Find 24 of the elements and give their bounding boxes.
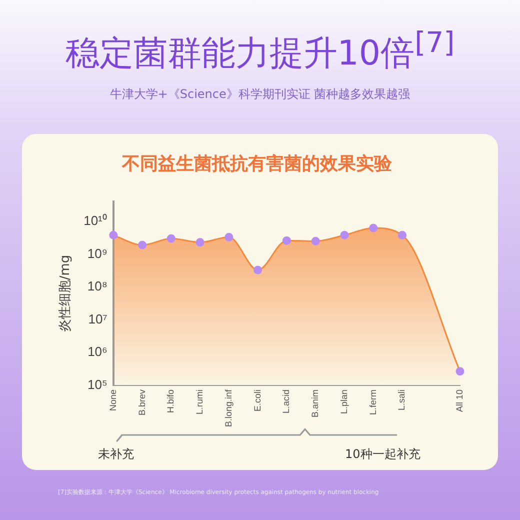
x-tick-label: E.coli: [252, 389, 262, 412]
y-tick-label: 10⁶: [88, 344, 108, 360]
y-tick-label: 10¹⁰: [84, 212, 108, 228]
text: 牛津大学+《Science》科学期刊实证 菌种越多效果越强: [108, 86, 412, 103]
chart-title: 不同益生菌抵抗有害菌的效果实验: [121, 153, 393, 174]
x-tick-label: L.sali: [396, 389, 407, 410]
y-tick-label: 10⁵: [88, 377, 108, 392]
x-tick-label: B.long.inf: [223, 388, 234, 428]
y-tick-label: 10⁹: [87, 246, 108, 261]
x-tick-label: All 10: [454, 389, 464, 412]
x-tick-label: H.bifo: [166, 389, 176, 413]
x-tick-label: L.acid: [281, 389, 292, 414]
text: 稳定菌群能力提升10倍$^{[7]}$: [64, 26, 456, 76]
x-tick-label: L.rumi: [194, 389, 205, 414]
text: 未补充: [98, 446, 134, 463]
x-tick-label: L.plan: [338, 389, 349, 414]
text: 10种一起补充: [345, 446, 420, 463]
x-tick-label: None: [108, 389, 118, 411]
y-tick-label: 10⁸: [87, 278, 108, 294]
y-tick-label: 10⁷: [88, 311, 108, 326]
y-axis-title: 炎性细胞/mg: [58, 254, 74, 332]
x-tick-label: B.brev: [136, 388, 147, 416]
x-tick-label: L.ferm: [368, 389, 378, 415]
x-tick-label: B.anim: [310, 389, 320, 418]
